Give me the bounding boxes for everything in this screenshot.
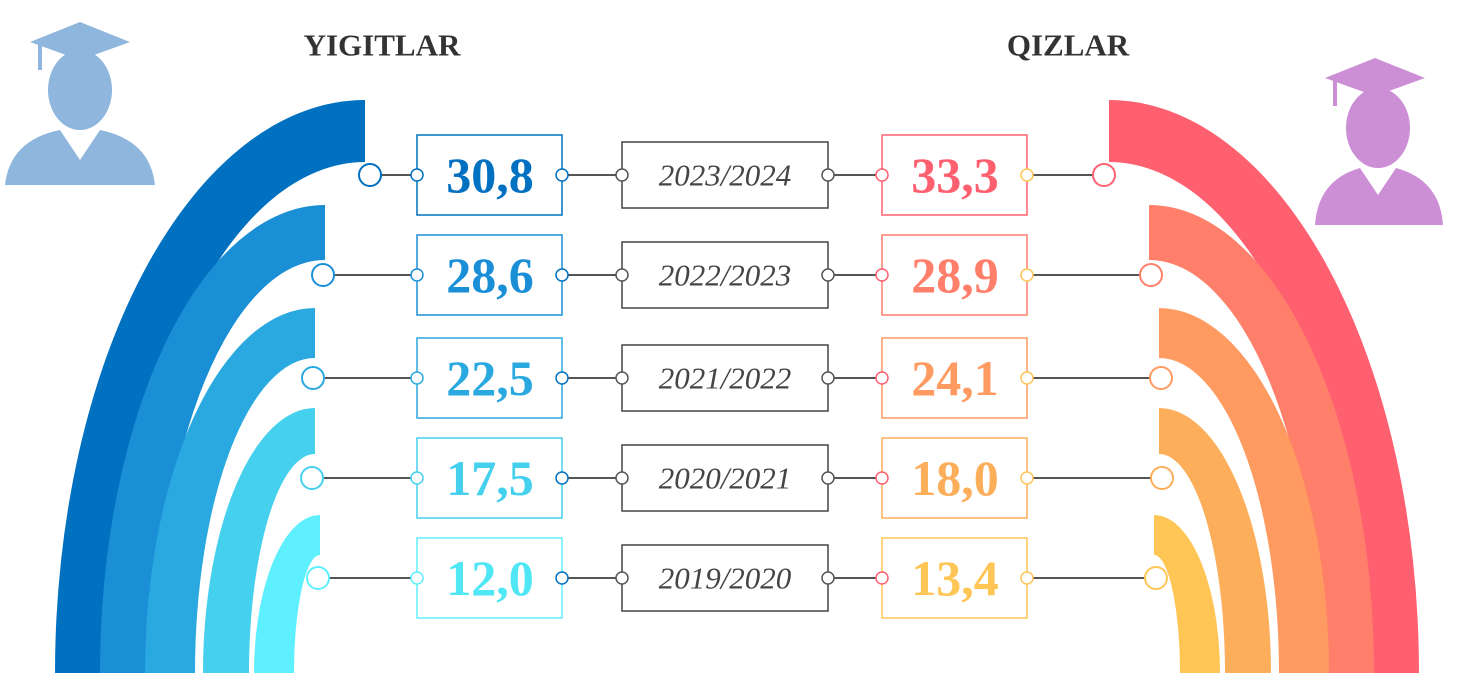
node-small — [1020, 168, 1034, 182]
header-left: YIGITLAR — [304, 28, 461, 63]
value-right: 24,1 — [911, 350, 999, 406]
year: 2021/2022 — [659, 361, 792, 396]
node-small — [875, 471, 889, 485]
year-box — [621, 344, 829, 412]
node-small — [615, 268, 629, 282]
value-left: 17,5 — [446, 450, 534, 506]
value-left: 22,5 — [446, 350, 534, 406]
value-box — [881, 437, 1028, 519]
value-box — [881, 134, 1028, 216]
node — [1139, 263, 1163, 287]
header-right: QIZLAR — [1007, 28, 1130, 63]
node-small — [615, 168, 629, 182]
node — [358, 163, 382, 187]
arc-right — [1159, 308, 1329, 673]
node-small — [555, 571, 569, 585]
node-small — [875, 268, 889, 282]
value-right: 28,9 — [911, 247, 999, 303]
node-small — [410, 371, 424, 385]
male-icon — [5, 22, 155, 185]
node-small — [410, 571, 424, 585]
stand-right — [1124, 615, 1146, 673]
node-small — [410, 268, 424, 282]
value-right: 18,0 — [911, 450, 999, 506]
node-small — [555, 471, 569, 485]
node-small — [821, 471, 835, 485]
value-left: 28,6 — [446, 247, 534, 303]
year: 2023/2024 — [659, 158, 792, 193]
year: 2019/2020 — [659, 561, 792, 596]
node-small — [821, 571, 835, 585]
node-small — [875, 571, 889, 585]
arc-left — [145, 308, 315, 673]
year-box — [621, 444, 829, 512]
node-small — [555, 371, 569, 385]
node — [306, 566, 330, 590]
value-box — [416, 437, 563, 519]
node — [311, 263, 335, 287]
year: 2020/2021 — [659, 461, 792, 496]
node-small — [1020, 268, 1034, 282]
arc-right — [1109, 100, 1419, 673]
node — [1092, 163, 1116, 187]
node-small — [1020, 571, 1034, 585]
node-small — [821, 268, 835, 282]
arc-left — [203, 408, 315, 673]
value-box — [881, 337, 1028, 419]
arc-left — [55, 100, 365, 673]
node-small — [615, 371, 629, 385]
node-small — [1020, 371, 1034, 385]
value-right: 13,4 — [911, 550, 999, 606]
node-small — [821, 371, 835, 385]
node — [1144, 566, 1168, 590]
node-small — [410, 168, 424, 182]
node-small — [615, 471, 629, 485]
year-box — [621, 141, 829, 209]
node-small — [555, 168, 569, 182]
node — [301, 366, 325, 390]
node — [300, 466, 324, 490]
arc-left — [254, 515, 320, 673]
node-small — [410, 471, 424, 485]
value-box — [416, 234, 563, 316]
value-right: 33,3 — [911, 147, 999, 203]
year: 2022/2023 — [659, 258, 792, 293]
node-small — [1020, 471, 1034, 485]
node-small — [875, 371, 889, 385]
value-box — [416, 134, 563, 216]
arc-right — [1159, 408, 1271, 673]
node-small — [875, 168, 889, 182]
female-icon — [1315, 58, 1443, 225]
node-small — [615, 571, 629, 585]
node-small — [821, 168, 835, 182]
value-left: 30,8 — [446, 147, 534, 203]
node — [1150, 466, 1174, 490]
value-left: 12,0 — [446, 550, 534, 606]
arc-right — [1154, 515, 1220, 673]
node — [1149, 366, 1173, 390]
stand-left — [328, 615, 350, 673]
node-small — [555, 268, 569, 282]
